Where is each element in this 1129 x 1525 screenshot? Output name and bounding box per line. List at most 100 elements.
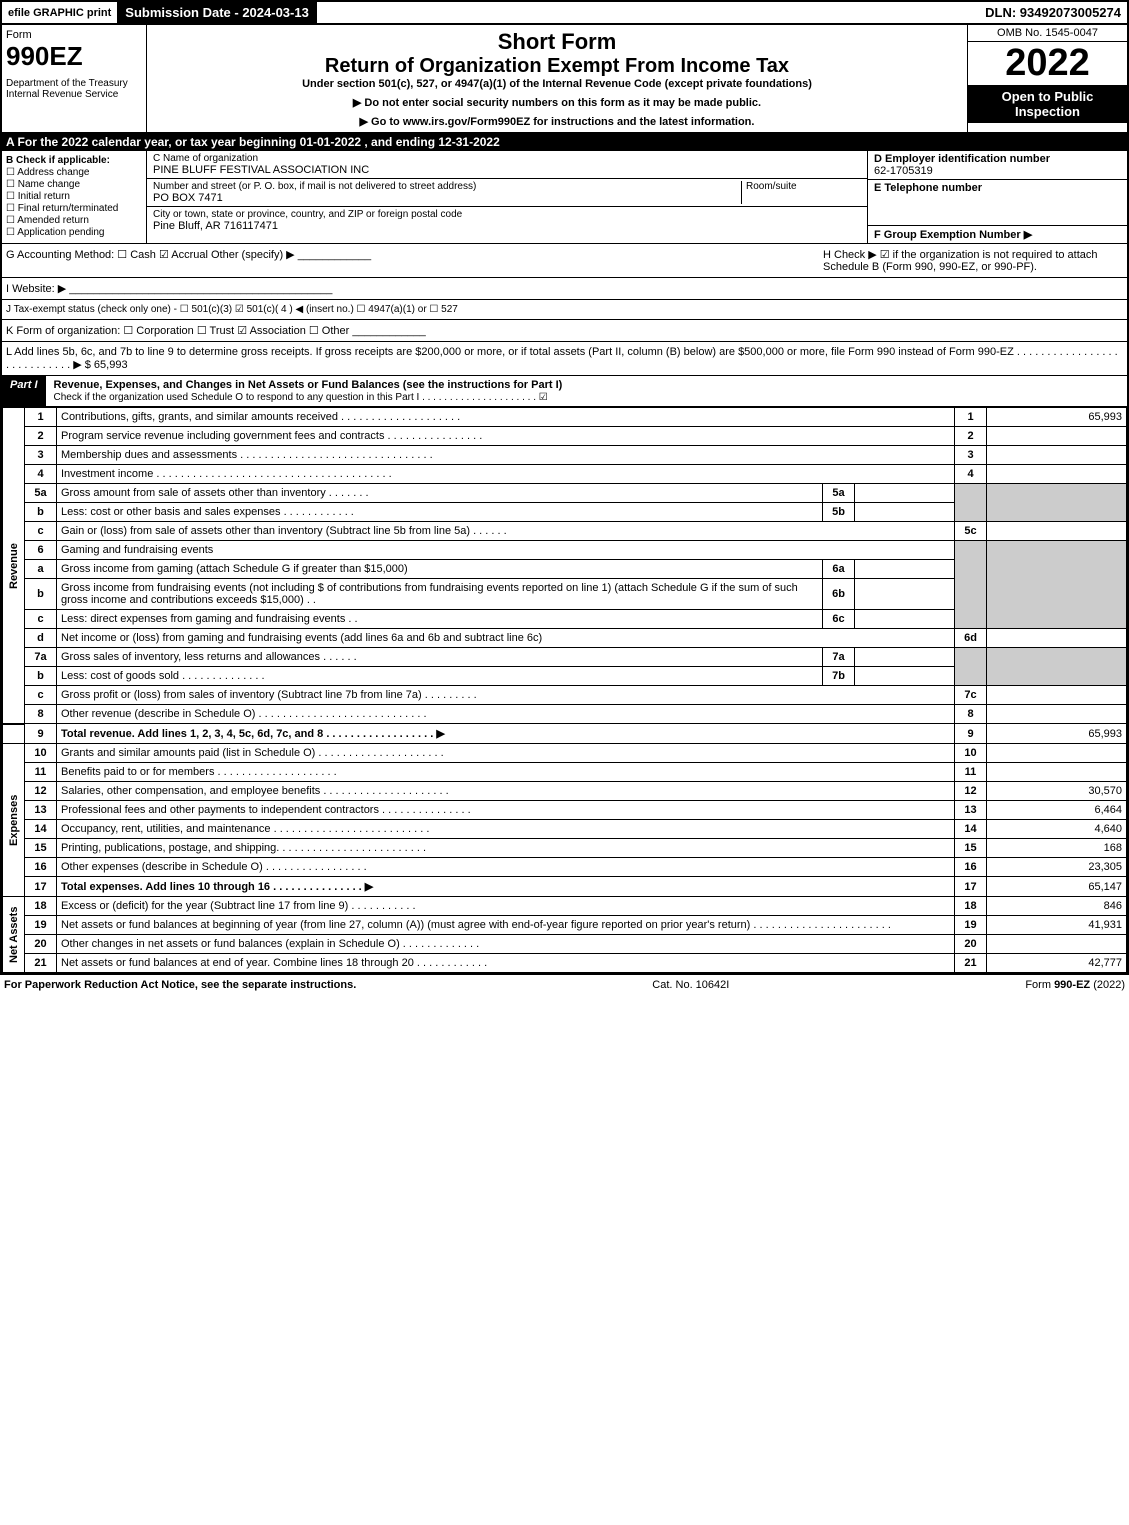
line-6c-mini: 6c (823, 610, 855, 629)
line-15-num: 15 (25, 839, 57, 858)
line-7c-num: c (25, 686, 57, 705)
line-4-val (987, 465, 1127, 484)
shade-5-val (987, 484, 1127, 522)
omb-number: OMB No. 1545-0047 (968, 25, 1127, 42)
return-title: Return of Organization Exempt From Incom… (151, 55, 963, 78)
checkbox-final-return[interactable]: Final return/terminated (6, 203, 142, 214)
room-label: Room/suite (746, 181, 861, 192)
line-5a-minival (855, 484, 955, 503)
line-2-val (987, 427, 1127, 446)
line-7c-val (987, 686, 1127, 705)
form-of-organization: K Form of organization: ☐ Corporation ☐ … (2, 320, 1127, 342)
line-5c-linenum: 5c (955, 522, 987, 541)
shade-6 (955, 541, 987, 629)
form-990ez: efile GRAPHIC print Submission Date - 20… (0, 0, 1129, 975)
line-10-num: 10 (25, 744, 57, 763)
line-21-linenum: 21 (955, 954, 987, 973)
line-6c-minival (855, 610, 955, 629)
line-19-num: 19 (25, 916, 57, 935)
line-5c-num: c (25, 522, 57, 541)
city-value: Pine Bluff, AR 716117471 (153, 220, 861, 232)
line-19-desc: Net assets or fund balances at beginning… (57, 916, 955, 935)
line-6b-desc: Gross income from fundraising events (no… (57, 579, 823, 610)
line-20-val (987, 935, 1127, 954)
line-11-desc: Benefits paid to or for members . . . . … (57, 763, 955, 782)
line-8-num: 8 (25, 705, 57, 724)
line-6a-desc: Gross income from gaming (attach Schedul… (57, 560, 823, 579)
side-blank (3, 724, 25, 744)
top-bar: efile GRAPHIC print Submission Date - 20… (2, 2, 1127, 25)
short-form-title: Short Form (151, 29, 963, 55)
line-16-val: 23,305 (987, 858, 1127, 877)
section-a: A For the 2022 calendar year, or tax yea… (2, 133, 1127, 151)
street-value: PO BOX 7471 (153, 192, 741, 204)
checkbox-amended-return[interactable]: Amended return (6, 215, 142, 226)
line-1-val: 65,993 (987, 408, 1127, 427)
line-13-val: 6,464 (987, 801, 1127, 820)
line-3-num: 3 (25, 446, 57, 465)
line-5c-desc: Gain or (loss) from sale of assets other… (57, 522, 955, 541)
line-7b-desc: Less: cost of goods sold . . . . . . . .… (57, 667, 823, 686)
line-16-num: 16 (25, 858, 57, 877)
line-6b-num: b (25, 579, 57, 610)
ein-label: D Employer identification number (874, 153, 1050, 165)
line-17-desc: Total expenses. Add lines 10 through 16 … (57, 877, 955, 897)
cat-number: Cat. No. 10642I (652, 979, 729, 991)
shade-7-val (987, 648, 1127, 686)
line-17-num: 17 (25, 877, 57, 897)
line-6-desc: Gaming and fundraising events (57, 541, 955, 560)
checkbox-address-change[interactable]: Address change (6, 167, 142, 178)
line-7a-minival (855, 648, 955, 667)
line-6d-desc: Net income or (loss) from gaming and fun… (57, 629, 955, 648)
line-10-linenum: 10 (955, 744, 987, 763)
line-21-val: 42,777 (987, 954, 1127, 973)
shade-5 (955, 484, 987, 522)
tax-year: 2022 (968, 42, 1127, 85)
line-14-desc: Occupancy, rent, utilities, and maintena… (57, 820, 955, 839)
form-footer: Form 990-EZ (2022) (1025, 979, 1125, 991)
open-to-public: Open to Public Inspection (968, 85, 1127, 123)
line-2-desc: Program service revenue including govern… (57, 427, 955, 446)
line-11-val (987, 763, 1127, 782)
line-11-linenum: 11 (955, 763, 987, 782)
line-7a-num: 7a (25, 648, 57, 667)
line-19-val: 41,931 (987, 916, 1127, 935)
part-i-title: Revenue, Expenses, and Changes in Net As… (46, 376, 1127, 406)
checkbox-initial-return[interactable]: Initial return (6, 191, 142, 202)
line-5a-num: 5a (25, 484, 57, 503)
line-3-desc: Membership dues and assessments . . . . … (57, 446, 955, 465)
line-4-num: 4 (25, 465, 57, 484)
checkbox-application-pending[interactable]: Application pending (6, 227, 142, 238)
line-9-num: 9 (25, 724, 57, 744)
line-15-desc: Printing, publications, postage, and shi… (57, 839, 955, 858)
line-6c-num: c (25, 610, 57, 629)
form-label: Form (6, 29, 142, 41)
city-label: City or town, state or province, country… (153, 209, 861, 220)
row-g-h: G Accounting Method: ☐ Cash ☑ Accrual Ot… (2, 244, 1127, 278)
line-16-linenum: 16 (955, 858, 987, 877)
line-17-linenum: 17 (955, 877, 987, 897)
org-name: PINE BLUFF FESTIVAL ASSOCIATION INC (153, 164, 861, 176)
line-19-linenum: 19 (955, 916, 987, 935)
box-e: E Telephone number (868, 180, 1127, 226)
line-16-desc: Other expenses (describe in Schedule O) … (57, 858, 955, 877)
line-13-num: 13 (25, 801, 57, 820)
side-expenses: Expenses (3, 744, 25, 897)
box-d: D Employer identification number 62-1705… (868, 151, 1127, 180)
line-12-num: 12 (25, 782, 57, 801)
line-18-num: 18 (25, 897, 57, 916)
ein-value: 62-1705319 (874, 165, 933, 177)
line-8-linenum: 8 (955, 705, 987, 724)
do-not-instruction: ▶ Do not enter social security numbers o… (151, 96, 963, 109)
part-i-header: Part I Revenue, Expenses, and Changes in… (2, 376, 1127, 407)
line-20-desc: Other changes in net assets or fund bala… (57, 935, 955, 954)
line-11-num: 11 (25, 763, 57, 782)
line-6b-mini: 6b (823, 579, 855, 610)
checkbox-name-change[interactable]: Name change (6, 179, 142, 190)
submission-date: Submission Date - 2024-03-13 (117, 2, 317, 23)
line-17-val: 65,147 (987, 877, 1127, 897)
box-b-label: B Check if applicable: (6, 155, 110, 166)
line-6b-minival (855, 579, 955, 610)
shade-6-val (987, 541, 1127, 629)
line-5b-desc: Less: cost or other basis and sales expe… (57, 503, 823, 522)
